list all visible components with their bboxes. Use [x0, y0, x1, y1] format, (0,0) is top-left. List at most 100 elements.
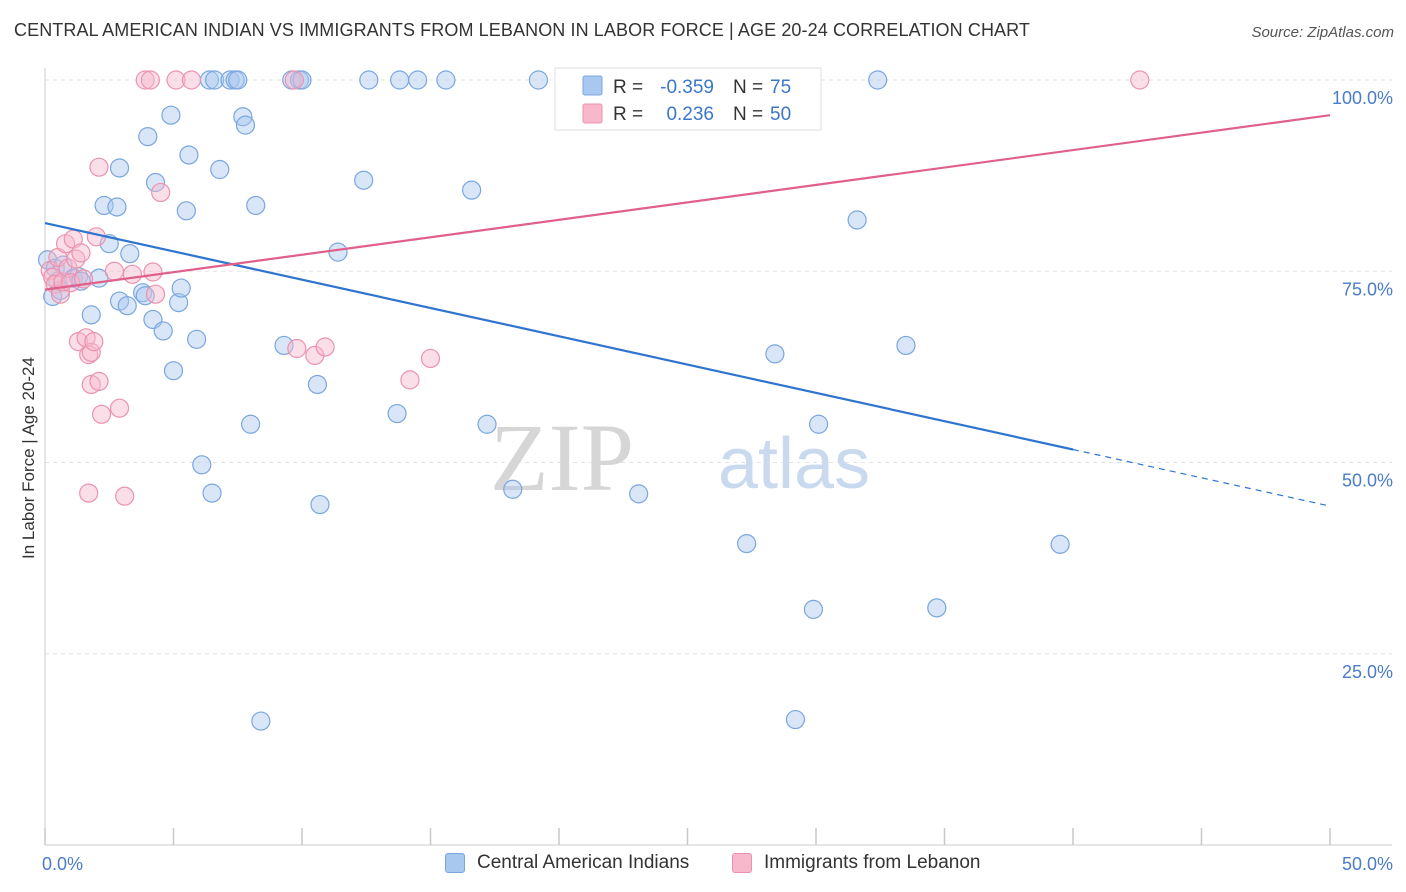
- stats-blue-n-value: 75: [770, 77, 791, 98]
- point-pink-32: [151, 182, 171, 203]
- stats-blue-n-label: N =: [733, 77, 763, 98]
- point-blue-17: [120, 244, 140, 264]
- point-blue-59: [503, 479, 523, 499]
- point-blue-71: [1050, 534, 1070, 554]
- stats-pink-n-label: N =: [733, 104, 763, 125]
- point-blue-64: [785, 709, 806, 730]
- stats-blue-r-value: -0.359: [660, 77, 714, 98]
- legend-label-blue: Central American Indians: [477, 852, 690, 873]
- point-blue-19: [135, 286, 155, 306]
- point-blue-35: [210, 159, 230, 180]
- point-blue-38: [228, 70, 248, 90]
- point-blue-53: [387, 403, 407, 424]
- point-pink-38: [315, 337, 335, 357]
- source-credit: Source: ZipAtlas.com: [1251, 24, 1394, 41]
- x-tick-label-0: 0.0%: [42, 854, 83, 874]
- point-pink-33: [166, 70, 186, 90]
- point-pink-10: [66, 249, 86, 269]
- stats-swatch-pink: [582, 103, 603, 124]
- point-blue-50: [328, 242, 348, 262]
- point-blue-51: [354, 170, 374, 190]
- point-blue-14: [109, 158, 130, 178]
- y-tick-label-1: 50.0%: [1342, 471, 1393, 491]
- y-tick-label-3: 100.0%: [1332, 88, 1393, 108]
- watermark: ZIP atlas: [490, 404, 870, 511]
- point-blue-9: [81, 305, 101, 325]
- grid-lines: [45, 79, 1392, 655]
- legend-item-pink: Immigrants from Lebanon: [732, 852, 981, 874]
- point-pink-35: [284, 70, 304, 90]
- watermark-zip: ZIP: [490, 404, 634, 511]
- point-pink-39: [400, 370, 420, 390]
- point-blue-20: [138, 127, 158, 147]
- stats-blue-r-label: R =: [613, 77, 643, 98]
- chart-title: CENTRAL AMERICAN INDIAN VS IMMIGRANTS FR…: [14, 20, 1031, 40]
- point-blue-25: [163, 361, 184, 381]
- point-blue-27: [171, 278, 191, 298]
- point-blue-28: [176, 201, 196, 221]
- point-blue-58: [477, 414, 497, 434]
- point-blue-60: [528, 70, 549, 90]
- point-pink-21: [89, 157, 109, 177]
- tick-labels: 25.0% 50.0% 75.0% 100.0% 0.0% 50.0%: [42, 88, 1393, 874]
- legend-label-pink: Immigrants from Lebanon: [764, 852, 981, 873]
- point-blue-36: [220, 70, 240, 90]
- point-blue-33: [202, 483, 222, 503]
- point-pink-16: [79, 483, 99, 503]
- stats-pink-r-label: R =: [613, 104, 643, 125]
- point-blue-67: [847, 210, 867, 230]
- point-blue-63: [765, 344, 785, 364]
- point-blue-13: [107, 197, 127, 217]
- point-blue-70: [927, 598, 947, 618]
- point-blue-65: [803, 599, 824, 619]
- stats-swatch-blue: [582, 75, 603, 96]
- y-axis-label: In Labor Force | Age 20-24: [19, 357, 38, 559]
- trend-line-blue: [44, 221, 1074, 451]
- point-blue-56: [436, 70, 456, 90]
- point-pink-41: [1130, 70, 1150, 90]
- point-blue-54: [390, 70, 410, 90]
- point-blue-30: [187, 329, 207, 349]
- point-pink-25: [109, 398, 130, 418]
- point-blue-40: [235, 115, 256, 135]
- point-blue-52: [359, 70, 379, 90]
- watermark-atlas: atlas: [718, 424, 870, 504]
- point-blue-43: [251, 711, 271, 731]
- legend-item-blue: Central American Indians: [445, 852, 689, 874]
- stats-box: R = -0.359 N = 75 R = 0.236 N = 50: [554, 67, 822, 131]
- legend-swatch-pink: [732, 853, 752, 873]
- point-blue-61: [629, 484, 649, 504]
- x-tick-label-1: 50.0%: [1342, 854, 1393, 874]
- point-pink-30: [143, 262, 163, 282]
- y-tick-label-0: 25.0%: [1342, 662, 1393, 682]
- point-blue-22: [145, 172, 166, 193]
- stats-pink-n-value: 50: [770, 104, 791, 125]
- point-blue-29: [179, 145, 199, 165]
- trend-line-blue-dashed: [1072, 448, 1331, 507]
- point-pink-27: [122, 264, 142, 284]
- point-blue-31: [192, 455, 212, 475]
- trend-lines: [44, 114, 1331, 507]
- point-blue-41: [241, 414, 261, 434]
- stats-pink-r-value: 0.236: [666, 104, 714, 125]
- point-blue-62: [737, 533, 757, 554]
- point-pink-12: [71, 243, 91, 263]
- point-blue-57: [462, 180, 482, 200]
- point-blue-68: [868, 70, 888, 90]
- point-pink-34: [181, 70, 202, 90]
- axes: [44, 68, 1392, 846]
- y-tick-label-2: 75.0%: [1342, 279, 1393, 299]
- point-blue-42: [246, 195, 266, 216]
- point-pink-26: [115, 486, 135, 506]
- legend-swatch-blue: [445, 853, 465, 873]
- series-central-american-indians: [37, 70, 1070, 731]
- point-pink-36: [287, 338, 307, 359]
- point-blue-24: [161, 105, 181, 125]
- point-blue-69: [896, 335, 916, 356]
- point-pink-23: [91, 404, 112, 424]
- point-blue-16: [117, 296, 137, 316]
- point-pink-29: [140, 70, 160, 90]
- point-blue-55: [408, 70, 428, 90]
- point-pink-28: [135, 70, 155, 90]
